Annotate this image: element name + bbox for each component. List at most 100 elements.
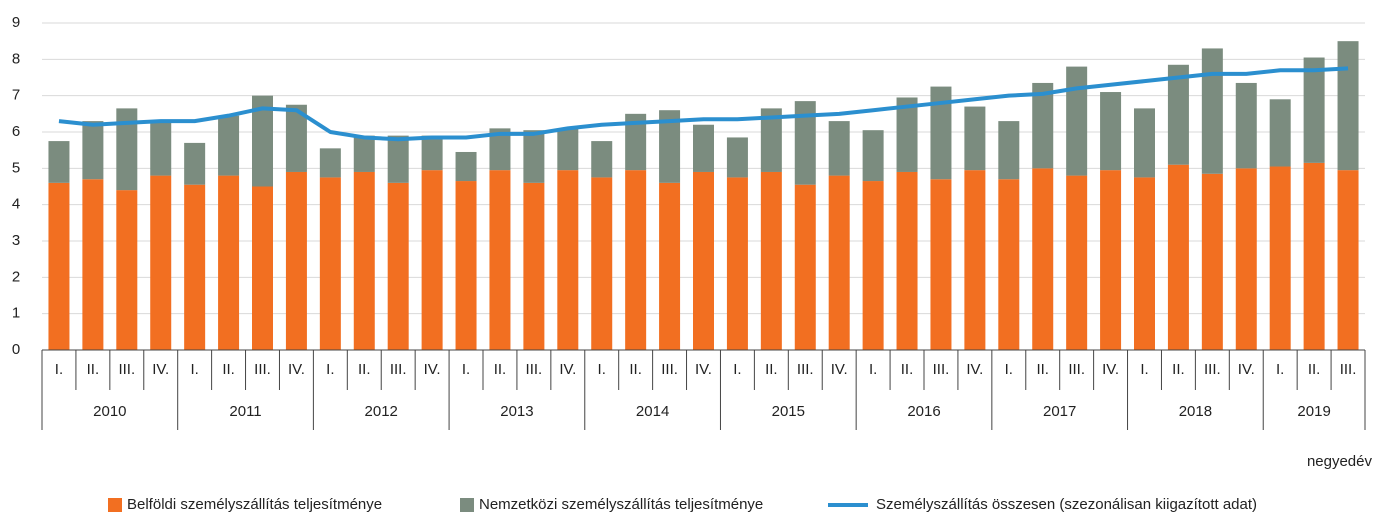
bar-segment bbox=[625, 170, 647, 350]
bar-segment bbox=[1201, 173, 1223, 350]
bar-segment bbox=[387, 135, 409, 183]
bar-segment bbox=[1235, 82, 1257, 169]
bar-segment bbox=[319, 148, 341, 178]
legend-swatch bbox=[460, 498, 474, 512]
x-tick-label: I. bbox=[462, 361, 470, 378]
bar-segment bbox=[726, 137, 748, 178]
bar-segment bbox=[1032, 82, 1054, 169]
y-tick-label: 0 bbox=[12, 341, 20, 358]
bar-segment bbox=[82, 179, 104, 350]
x-tick-label: I. bbox=[733, 361, 741, 378]
x-tick-label: III. bbox=[526, 361, 543, 378]
x-tick-label: IV. bbox=[695, 361, 712, 378]
bar-segment bbox=[896, 171, 918, 350]
bar-segment bbox=[1100, 170, 1122, 350]
bar-segment bbox=[387, 182, 409, 350]
x-tick-label: IV. bbox=[1238, 361, 1255, 378]
x-tick-label: I. bbox=[55, 361, 63, 378]
x-group-label: 2010 bbox=[93, 403, 126, 420]
bar-segment bbox=[591, 141, 613, 178]
x-tick-label: III. bbox=[254, 361, 271, 378]
x-tick-label: II. bbox=[629, 361, 642, 378]
bar-segment bbox=[1337, 41, 1359, 171]
x-tick-label: II. bbox=[1308, 361, 1321, 378]
y-tick-label: 2 bbox=[12, 268, 20, 285]
x-tick-label: II. bbox=[222, 361, 235, 378]
x-tick-label: I. bbox=[326, 361, 334, 378]
x-tick-label: III. bbox=[118, 361, 135, 378]
x-tick-label: III. bbox=[1068, 361, 1085, 378]
x-tick-label: II. bbox=[87, 361, 100, 378]
bar-segment bbox=[760, 171, 782, 350]
bar-segment bbox=[964, 106, 986, 171]
legend-label: Belföldi személyszállítás teljesítménye bbox=[127, 496, 382, 513]
x-tick-label: I. bbox=[1005, 361, 1013, 378]
bar-segment bbox=[184, 184, 206, 350]
bar-segment bbox=[421, 135, 443, 171]
bar-segment bbox=[693, 124, 714, 172]
bar-segment bbox=[285, 171, 307, 350]
bar-segment bbox=[184, 142, 206, 185]
x-tick-label: I. bbox=[190, 361, 198, 378]
x-tick-label: I. bbox=[1276, 361, 1284, 378]
x-tick-label: III. bbox=[1340, 361, 1357, 378]
bar-segment bbox=[523, 182, 545, 350]
x-tick-label: II. bbox=[1036, 361, 1049, 378]
bar-segment bbox=[659, 110, 681, 183]
bar-segment bbox=[794, 101, 816, 185]
bar-segment bbox=[489, 170, 511, 350]
bar-segment bbox=[557, 170, 579, 350]
y-tick-label: 4 bbox=[12, 196, 20, 213]
bar-segment bbox=[659, 182, 681, 350]
x-tick-label: III. bbox=[797, 361, 814, 378]
bar-segment bbox=[828, 175, 850, 350]
x-tick-label: IV. bbox=[831, 361, 848, 378]
bar-segment bbox=[1303, 162, 1325, 350]
bar-segment bbox=[48, 141, 70, 183]
bar-segment bbox=[794, 184, 816, 350]
bar-segment bbox=[150, 175, 172, 350]
legend-label: Személyszállítás összesen (szezonálisan … bbox=[876, 496, 1257, 513]
x-tick-label: II. bbox=[901, 361, 914, 378]
x-tick-label: II. bbox=[358, 361, 371, 378]
x-group-label: 2017 bbox=[1043, 403, 1076, 420]
bar-segment bbox=[591, 177, 613, 350]
x-group-label: 2015 bbox=[772, 403, 805, 420]
x-group-label: 2011 bbox=[229, 403, 261, 420]
x-tick-label: I. bbox=[1140, 361, 1148, 378]
bar-segment bbox=[1134, 177, 1155, 350]
bar-segment bbox=[48, 182, 70, 350]
x-axis-label: negyedév bbox=[1307, 453, 1373, 470]
bar-segment bbox=[1134, 108, 1155, 178]
x-group-label: 2012 bbox=[365, 403, 398, 420]
bar-segment bbox=[218, 115, 240, 176]
x-group-label: 2013 bbox=[500, 403, 533, 420]
x-tick-label: II. bbox=[765, 361, 778, 378]
legend-swatch bbox=[108, 498, 122, 512]
y-tick-label: 7 bbox=[12, 87, 20, 104]
x-tick-label: II. bbox=[1172, 361, 1185, 378]
bar-segment bbox=[1167, 64, 1189, 165]
bar-segment bbox=[218, 175, 240, 350]
bar-segment bbox=[964, 170, 986, 350]
x-tick-label: III. bbox=[661, 361, 678, 378]
x-tick-label: IV. bbox=[288, 361, 305, 378]
bar-segment bbox=[1032, 168, 1054, 350]
bar-segment bbox=[285, 104, 307, 172]
x-tick-label: III. bbox=[933, 361, 950, 378]
bar-segment bbox=[998, 121, 1020, 180]
x-tick-label: II. bbox=[494, 361, 507, 378]
bar-segment bbox=[455, 181, 477, 350]
bar-segment bbox=[557, 128, 579, 171]
x-tick-label: IV. bbox=[424, 361, 441, 378]
x-tick-label: III. bbox=[1204, 361, 1221, 378]
bar-segment bbox=[1100, 92, 1122, 171]
bar-segment bbox=[116, 190, 138, 350]
bar-segment bbox=[319, 177, 341, 350]
bar-segment bbox=[930, 86, 952, 180]
bar-segment bbox=[252, 95, 273, 187]
bar-segment bbox=[523, 130, 545, 183]
bar-segment bbox=[1269, 166, 1291, 350]
bar-segment bbox=[150, 121, 172, 176]
